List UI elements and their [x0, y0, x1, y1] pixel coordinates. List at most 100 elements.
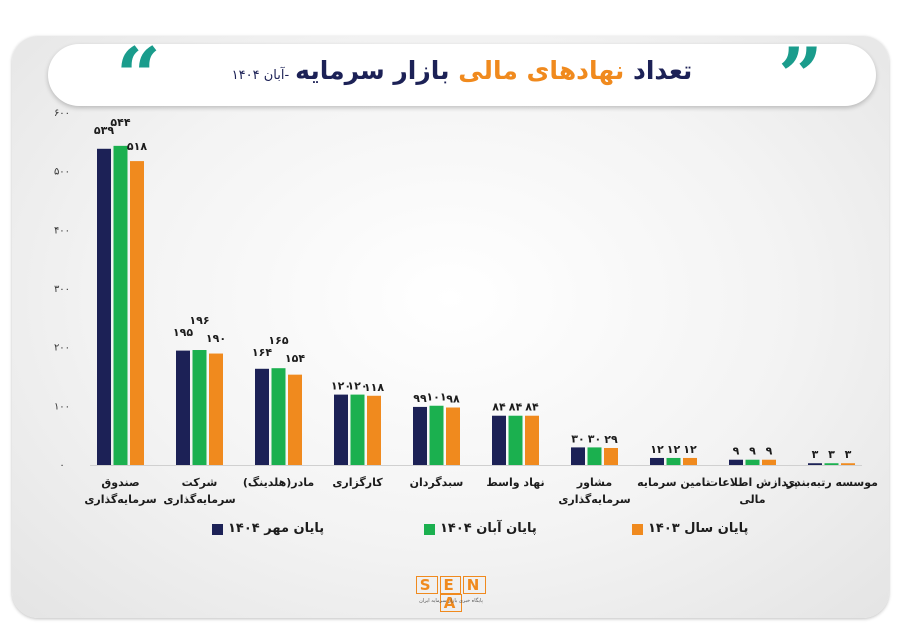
bar: [808, 463, 822, 465]
y-tick-label: ۵۰۰: [54, 167, 70, 178]
category-label: موسسه رتبه‌بندی: [785, 476, 878, 489]
bar: [571, 447, 585, 465]
category-label: مادر(هلدینگ): [243, 475, 314, 489]
bar: [650, 457, 664, 465]
bar: [97, 148, 111, 465]
data-label: ۱۲۰: [347, 380, 367, 393]
data-label: ۸۴: [509, 401, 523, 414]
category-label: سرمایه‌گذاری: [163, 493, 235, 506]
title-part2: بازار سرمایه: [295, 56, 450, 85]
bar: [176, 350, 190, 465]
data-label: ۳: [828, 448, 835, 461]
legend-swatch-navy: [212, 524, 223, 535]
bar: [683, 457, 697, 465]
bar: [762, 459, 776, 465]
title-banner: “ ” تعداد نهادهای مالی بازار سرمایه-آبان…: [48, 38, 876, 116]
legend-swatch-orange: [632, 524, 643, 535]
logo-letters: S E NA: [408, 576, 494, 612]
bar: [192, 350, 207, 465]
category-label: سبدگردان: [410, 476, 464, 489]
category-label: پردازش اطلاعات: [707, 476, 798, 489]
data-label: ۹۸: [446, 393, 460, 406]
data-label: ۱۲: [683, 443, 697, 456]
y-tick-label: ۱۰۰: [54, 401, 70, 412]
data-label: ۳: [812, 448, 819, 461]
bar: [729, 459, 743, 465]
bar: [446, 407, 460, 465]
data-label: ۸۴: [525, 401, 539, 414]
category-label: سرمایه‌گذاری: [84, 493, 156, 506]
bar: [367, 395, 381, 465]
data-label: ۱۰۱: [426, 391, 446, 404]
bar: [666, 457, 681, 465]
chart-title: تعداد نهادهای مالی بازار سرمایه -آبان ۱۴۰…: [48, 56, 876, 85]
data-label: ۱۵۴: [285, 352, 305, 365]
data-label: ۱۲: [650, 443, 664, 456]
y-tick-label: ۳۰۰: [54, 284, 70, 295]
title-date: -آبان ۱۴۰۴: [231, 68, 290, 83]
bar: [508, 415, 523, 465]
legend-label: پایان آبان ۱۴۰۴: [440, 521, 537, 536]
legend-label: پایان سال ۱۴۰۳: [648, 521, 749, 536]
data-label: ۱۹۰: [206, 332, 226, 345]
data-label: ۳۰: [588, 432, 601, 445]
data-label: ۹: [733, 445, 740, 458]
data-label: ۵۳۹: [94, 124, 114, 137]
bar: [113, 145, 128, 465]
data-label: ۱۹۶: [189, 314, 209, 327]
data-label: ۵۴۴: [110, 116, 130, 129]
y-tick-label: ۲۰۰: [54, 343, 70, 354]
quote-open-icon: “: [116, 31, 161, 122]
data-label: ۱۱۸: [364, 381, 384, 394]
category-label: سرمایه‌گذاری: [558, 493, 630, 506]
y-tick-label: ۶۰۰: [54, 108, 70, 119]
category-label: شرکت: [182, 476, 218, 489]
bar: [429, 405, 444, 465]
data-label: ۹۹: [413, 392, 427, 405]
bar: [350, 394, 365, 465]
bar: [525, 415, 539, 465]
title-part1: تعداد: [632, 56, 693, 85]
chart-card: “ ” تعداد نهادهای مالی بازار سرمایه-آبان…: [12, 36, 889, 618]
y-tick-label: ۰: [59, 460, 64, 471]
data-label: ۱۲۰: [331, 380, 351, 393]
bar: [824, 463, 839, 465]
y-tick-label: ۴۰۰: [54, 225, 70, 236]
data-label: ۵۱۸: [127, 140, 147, 153]
data-label: ۲۹: [604, 433, 618, 446]
category-label: کارگزاری: [332, 476, 383, 489]
bar: [334, 394, 348, 465]
bar: [255, 368, 269, 465]
bar: [841, 463, 855, 465]
legend-label: پایان مهر ۱۴۰۴: [228, 521, 325, 536]
bar: [587, 447, 602, 465]
data-label: ۱۶۴: [252, 346, 272, 359]
bar: [492, 415, 506, 465]
sena-logo: S E NA پایگاه خبری بازار سرمایه ایران: [408, 574, 494, 612]
data-label: ۳: [845, 448, 852, 461]
legend-swatch-green: [424, 524, 435, 535]
category-label: مشاور: [576, 476, 612, 489]
bar: [413, 406, 427, 465]
data-label: ۳۰: [571, 432, 584, 445]
bar: [209, 353, 223, 465]
bar: [745, 459, 760, 465]
data-label: ۸۴: [492, 401, 506, 414]
title-highlight: نهادهای مالی: [458, 56, 625, 85]
data-label: ۱۶۵: [268, 334, 288, 347]
category-label: تامین سرمایه: [637, 476, 710, 489]
bar: [130, 161, 144, 465]
quote-close-icon: ”: [778, 31, 823, 122]
bar: [288, 374, 302, 465]
category-label: صندوق: [101, 476, 139, 489]
data-label: ۹: [749, 445, 756, 458]
logo-subtitle: پایگاه خبری بازار سرمایه ایران: [419, 598, 483, 604]
data-label: ۹: [766, 445, 773, 458]
bar: [271, 368, 286, 465]
category-label: مالی: [739, 493, 765, 506]
data-label: ۱۹۵: [173, 326, 193, 339]
bar: [604, 447, 618, 465]
category-label: نهاد واسط: [486, 476, 544, 489]
data-label: ۱۲: [667, 443, 681, 456]
